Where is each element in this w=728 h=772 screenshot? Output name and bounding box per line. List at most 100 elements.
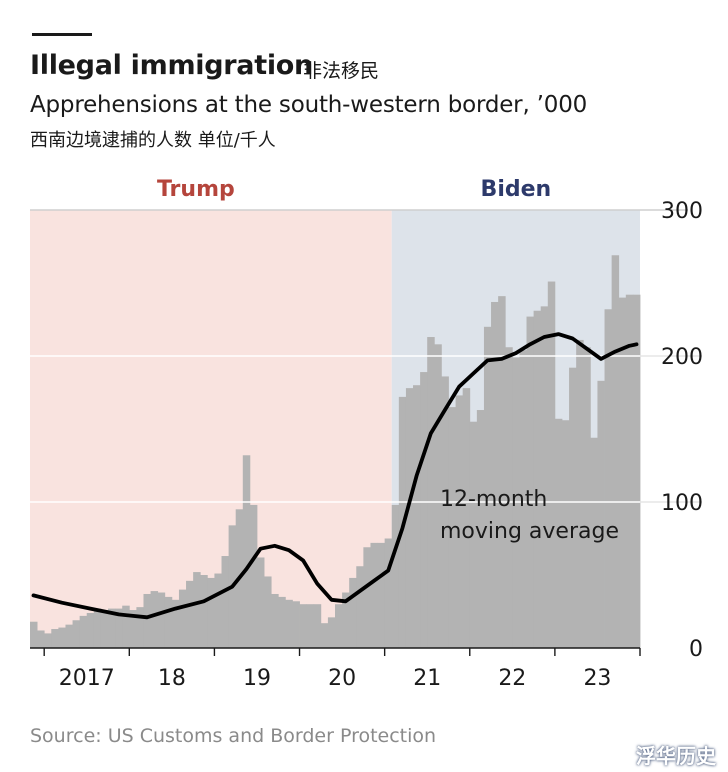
bar [342, 592, 350, 648]
bar [363, 547, 371, 648]
bar [405, 388, 414, 648]
x-tick-label: 20 [328, 666, 356, 691]
x-tick-label: 18 [158, 666, 186, 691]
bar [271, 593, 279, 648]
chart-title-chinese: 非法移民 [303, 60, 380, 82]
bar [441, 376, 449, 648]
bar [505, 347, 513, 648]
bar [115, 608, 123, 648]
bar [349, 577, 357, 648]
bar [462, 388, 471, 648]
bar [157, 592, 166, 648]
bar [327, 617, 336, 648]
bar [491, 301, 499, 648]
bar [122, 605, 130, 648]
y-tick-label: 300 [661, 199, 703, 224]
bar [561, 420, 570, 648]
bar [93, 608, 102, 648]
bar [448, 407, 456, 648]
source-note: Source: US Customs and Border Protection [30, 725, 437, 747]
bar [498, 296, 506, 648]
bar [533, 310, 542, 648]
bar [469, 421, 478, 648]
bar [434, 344, 442, 648]
bar [100, 610, 109, 648]
bar [79, 615, 88, 648]
bar [455, 395, 464, 648]
bar [108, 608, 116, 648]
bar [150, 591, 159, 648]
bar [476, 410, 485, 648]
chart-title: Illegal immigration [30, 50, 313, 81]
watermark: 浮华历史 [636, 744, 716, 768]
bar [193, 572, 201, 648]
y-tick-label: 100 [661, 491, 703, 516]
x-tick-label: 21 [413, 666, 441, 691]
bar [370, 542, 378, 648]
period-label-biden: Biden [481, 177, 552, 202]
bar [207, 577, 215, 648]
bar [186, 580, 194, 648]
y-tick-label: 0 [689, 637, 703, 662]
annotation-line1: 12-month [440, 487, 547, 512]
x-tick-label: 2017 [59, 666, 115, 691]
bar [306, 604, 315, 648]
bar [590, 437, 598, 648]
bar [214, 573, 222, 648]
bar [30, 621, 38, 648]
bar [576, 339, 584, 648]
y-tick-label: 200 [661, 345, 703, 370]
bar [427, 337, 435, 648]
bar [37, 630, 45, 648]
bar [583, 347, 591, 648]
bar [391, 504, 400, 648]
bar [356, 566, 364, 648]
bar [143, 593, 151, 648]
x-tick-label: 19 [243, 666, 271, 691]
bar [597, 380, 605, 648]
bar [377, 542, 386, 648]
bar [58, 627, 66, 648]
bar [299, 604, 308, 648]
bar [136, 607, 144, 648]
period-band-trump [30, 210, 392, 648]
bar [483, 326, 492, 648]
x-tick-label: 22 [498, 666, 526, 691]
bar [256, 557, 265, 648]
bar [44, 633, 52, 648]
bar [51, 629, 59, 648]
bar [611, 255, 620, 648]
bar [242, 455, 251, 648]
x-tick-label: 23 [583, 666, 611, 691]
bar [129, 610, 137, 648]
bar [320, 623, 329, 648]
chart-subtitle-chinese: 西南边境逮捕的人数 单位/千人 [30, 130, 276, 151]
bar [72, 620, 81, 648]
bar [618, 297, 627, 648]
period-label-trump: Trump [157, 177, 235, 202]
chart-subtitle: Apprehensions at the south-western borde… [30, 92, 588, 118]
bar [171, 599, 180, 648]
bar [519, 350, 527, 648]
bar [65, 624, 73, 648]
bar [221, 556, 230, 648]
bar [86, 612, 95, 648]
bar [292, 601, 300, 648]
bar [632, 294, 641, 648]
bar [540, 306, 549, 648]
bar [512, 357, 520, 648]
bar [569, 367, 577, 648]
bar [335, 604, 343, 648]
bar [554, 418, 563, 648]
moving-average-line [31, 332, 639, 620]
bar [604, 309, 613, 648]
apprehensions-chart: Trump Biden 0 100 200 300 12-month moving avera… [30, 177, 703, 691]
bar [200, 575, 208, 648]
bar [278, 596, 286, 648]
bar [413, 385, 421, 648]
bar [526, 316, 535, 648]
bar [178, 589, 187, 648]
bar [625, 294, 634, 648]
bar [285, 599, 293, 648]
bar [264, 576, 272, 648]
